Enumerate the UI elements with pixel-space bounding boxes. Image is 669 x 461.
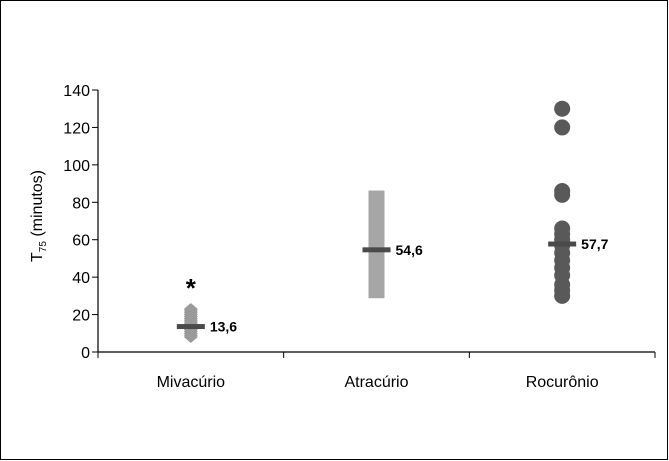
y-tick-label: 0 [81, 345, 90, 362]
x-ticks: Mivacúrio Atracúrio Rocurônio [97, 352, 656, 391]
y-tick-label: 140 [63, 83, 90, 100]
data-point-square [368, 209, 385, 226]
y-tick-label: 80 [72, 195, 90, 212]
data-point-circle [554, 100, 571, 117]
mean-label: 54,6 [396, 242, 423, 258]
y-tick-label: 100 [63, 158, 90, 175]
y-tick-label: 40 [72, 270, 90, 287]
mean-label: 13,6 [210, 319, 237, 335]
data-point-circle [554, 220, 571, 237]
data-point-circle [554, 183, 571, 200]
axes [97, 90, 655, 353]
y-tick-label: 120 [63, 120, 90, 137]
data-point-diamond [183, 302, 198, 315]
mean-label: 57,7 [581, 236, 608, 252]
mean-bar [548, 241, 577, 247]
data-point-square [368, 190, 385, 207]
annotations: * [186, 273, 197, 303]
x-tick-label: Mivacúrio [157, 374, 226, 391]
significance-asterisk: * [186, 273, 197, 303]
data-points [183, 100, 571, 344]
mean-markers: 13,6 54,6 57,7 [176, 236, 609, 335]
y-tick-label: 60 [72, 233, 90, 250]
y-ticks: 0 20 40 60 80 100 120 140 [63, 83, 98, 362]
y-tick-label: 20 [72, 308, 90, 325]
x-tick-label: Rocurônio [526, 374, 599, 391]
y-axis-label: T75 (minutos) [29, 170, 49, 262]
data-point-circle [554, 119, 571, 136]
x-tick-label: Atracúrio [344, 374, 408, 391]
mean-bar [176, 324, 205, 330]
mean-bar [362, 247, 391, 253]
